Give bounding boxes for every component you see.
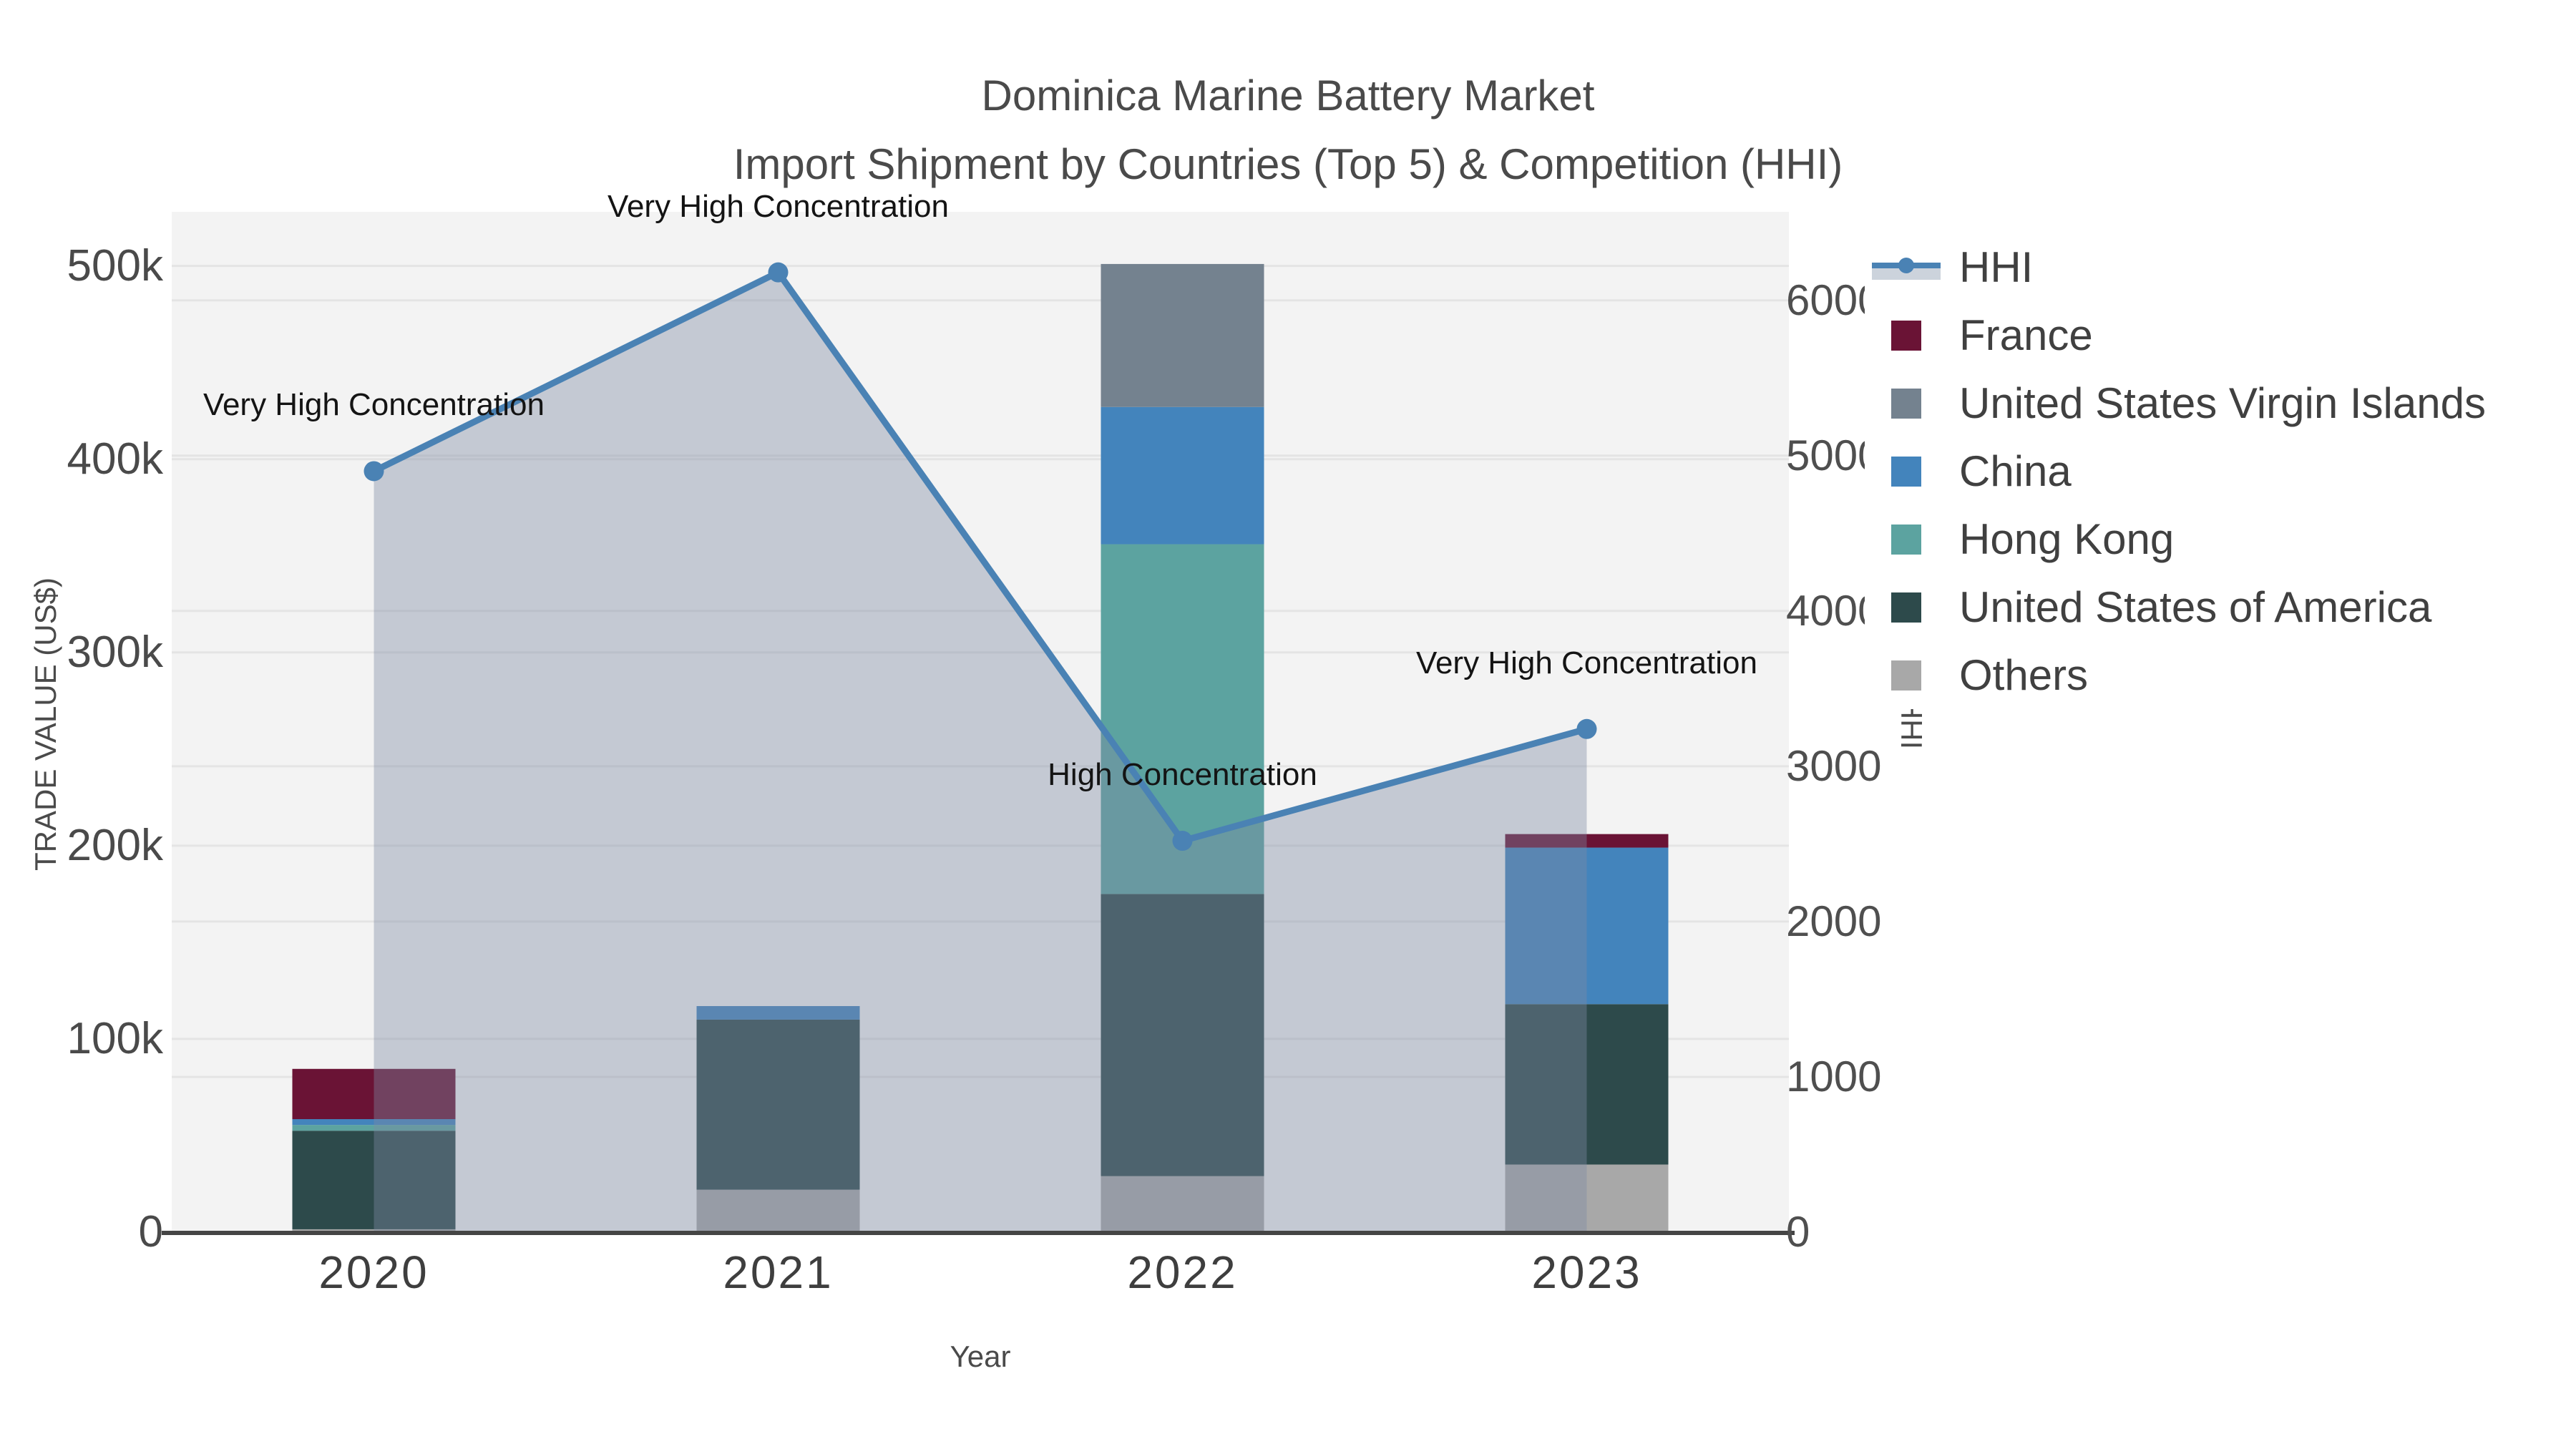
right-y-axis-tick-label: 0 xyxy=(1786,1208,1810,1256)
bar-segment-china xyxy=(1101,406,1264,545)
hhi-marker xyxy=(768,262,789,283)
y-axis-tick-label: 0 xyxy=(138,1207,163,1257)
bar-segment-china xyxy=(292,1119,456,1126)
hhi-annotation: Very High Concentration xyxy=(608,188,949,224)
bottom-axis-title: Year xyxy=(950,1340,1011,1373)
hhi-marker xyxy=(1172,831,1193,852)
bar-segment-china xyxy=(1505,847,1669,1005)
y-axis-tick-label: 300k xyxy=(67,627,163,677)
usvi-color-swatch xyxy=(1891,388,1921,419)
legend: HHI France United States Virgin Islands … xyxy=(1865,233,2576,709)
legend-item-others[interactable]: Others xyxy=(1865,641,2576,709)
right-y-axis-tick-label: 3000 xyxy=(1786,741,1882,790)
bar-segment-united-states-virgin-islands xyxy=(1101,263,1264,407)
chart-title-line2: Import Shipment by Countries (Top 5) & C… xyxy=(733,140,1843,188)
bar-segment-hong-kong xyxy=(292,1125,456,1131)
right-y-axis-tick-label: 2000 xyxy=(1786,897,1882,945)
bar-segment-others xyxy=(696,1189,860,1232)
others-color-swatch xyxy=(1891,660,1921,691)
legend-label: China xyxy=(1959,447,2072,495)
bar-segment-france xyxy=(292,1068,456,1120)
legend-item-hhi[interactable]: HHI xyxy=(1865,233,2576,301)
legend-label: France xyxy=(1959,311,2093,359)
y-axis-tick-label: 500k xyxy=(67,240,163,291)
bar-segment-china xyxy=(696,1006,860,1020)
bar-segment-others xyxy=(292,1229,456,1232)
bar-segment-united-states-of-america xyxy=(696,1019,860,1190)
usa-color-swatch xyxy=(1891,592,1921,623)
hong-kong-color-swatch xyxy=(1891,524,1921,555)
hhi-marker-swatch xyxy=(1898,257,1914,273)
hhi-marker xyxy=(364,461,384,482)
france-color-swatch xyxy=(1891,320,1921,351)
x-axis-tick-label: 2023 xyxy=(1531,1246,1642,1298)
hhi-fill-area xyxy=(374,272,1587,1232)
hhi-annotation: High Concentration xyxy=(1048,757,1317,793)
bar-segment-united-states-of-america xyxy=(292,1131,456,1229)
y-axis-tick-label: 400k xyxy=(67,434,163,484)
bar-segment-france xyxy=(1505,834,1669,848)
y-axis-tick-label: 100k xyxy=(67,1013,163,1063)
legend-label: United States Virgin Islands xyxy=(1959,379,2486,427)
hhi-line-legend-icon xyxy=(1870,252,1942,283)
right-y-axis-tick-label: 1000 xyxy=(1786,1052,1882,1101)
bar-segment-united-states-of-america xyxy=(1101,894,1264,1176)
y-axis-tick-label: 200k xyxy=(67,820,163,870)
china-color-swatch xyxy=(1891,456,1921,487)
x-axis-tick-label: 2020 xyxy=(318,1246,429,1298)
x-axis-tick-label: 2022 xyxy=(1127,1246,1238,1298)
bar-segment-united-states-of-america xyxy=(1505,1004,1669,1165)
legend-item-france[interactable]: France xyxy=(1865,301,2576,369)
legend-label: United States of America xyxy=(1959,583,2432,631)
chart-title-line1: Dominica Marine Battery Market xyxy=(981,72,1595,119)
hhi-line xyxy=(372,269,1588,844)
legend-item-china[interactable]: China xyxy=(1865,437,2576,505)
hhi-annotation: Very High Concentration xyxy=(203,387,545,423)
legend-item-hong-kong[interactable]: Hong Kong xyxy=(1865,505,2576,573)
hhi-marker xyxy=(1576,718,1597,739)
x-axis-tick-label: 2021 xyxy=(723,1246,834,1298)
legend-label: Hong Kong xyxy=(1959,515,2175,563)
hhi-annotation: Very High Concentration xyxy=(1416,645,1757,680)
bar-segment-others xyxy=(1101,1176,1264,1232)
legend-label: HHI xyxy=(1959,243,2034,291)
chart-title: Dominica Marine Battery Market Import Sh… xyxy=(0,62,2576,199)
legend-item-usa[interactable]: United States of America xyxy=(1865,573,2576,641)
legend-label: Others xyxy=(1959,651,2089,699)
x-axis-line xyxy=(162,1231,1795,1235)
legend-item-usvi[interactable]: United States Virgin Islands xyxy=(1865,369,2576,437)
bar-segment-others xyxy=(1505,1164,1669,1232)
